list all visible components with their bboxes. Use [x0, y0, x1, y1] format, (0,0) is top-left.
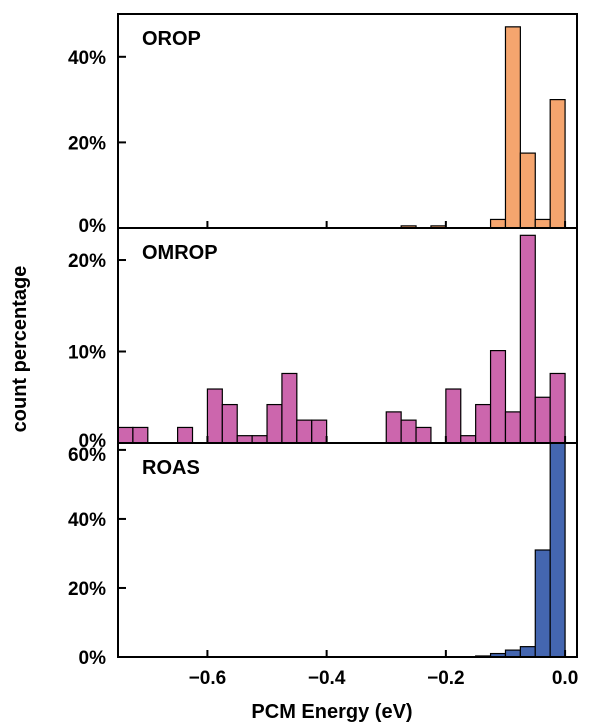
roas-y-tick-label: 20% [68, 579, 106, 600]
orop-y-tick-label: 0% [79, 216, 107, 237]
orop-y-tick-label: 40% [68, 48, 106, 69]
omrop-y-tick-label: 20% [68, 251, 106, 272]
omrop-y-tick-label: 10% [68, 343, 106, 364]
orop-bar [534, 218, 551, 229]
roas-bar [504, 649, 521, 658]
y-axis-title: count percentage [9, 266, 31, 433]
roas-bar [549, 442, 566, 658]
omrop-bar [534, 396, 551, 444]
omrop-panel-label: OMROP [142, 242, 218, 264]
roas-panel: 0% 20% 40% 60% ROAS [68, 442, 578, 669]
omrop-bar [296, 419, 313, 444]
omrop-bar [132, 426, 149, 444]
x-axis-title: PCM Energy (eV) [251, 701, 412, 723]
roas-bar [519, 646, 536, 658]
x-tick-label: −0.4 [308, 668, 346, 689]
omrop-bar [445, 388, 462, 444]
orop-bar [519, 152, 536, 229]
omrop-panel: 0% 10% 20% OMROP [68, 227, 578, 452]
omrop-bar [311, 419, 328, 444]
x-tick-label: −0.6 [189, 668, 227, 689]
roas-y-tick-label: 0% [79, 648, 107, 669]
omrop-bar [251, 435, 268, 444]
orop-y-tick-label: 20% [68, 133, 106, 154]
omrop-bar [519, 234, 536, 444]
orop-panel-label: OROP [142, 28, 201, 50]
orop-bar [549, 98, 566, 229]
x-tick-label: −0.2 [427, 668, 465, 689]
omrop-bar [489, 350, 507, 444]
omrop-bar [549, 372, 566, 444]
omrop-bar [281, 372, 298, 444]
orop-bar [504, 26, 521, 229]
omrop-y-tick-label: 0% [79, 431, 107, 452]
omrop-bar [117, 426, 134, 444]
omrop-bar [415, 426, 432, 444]
omrop-bar [504, 411, 521, 444]
roas-y-tick-label: 40% [68, 510, 106, 531]
roas-y-tick-label: 60% [68, 445, 106, 466]
roas-panel-label: ROAS [142, 457, 200, 479]
orop-bar [489, 218, 507, 229]
omrop-bar [266, 403, 283, 444]
roas-bar [534, 549, 551, 658]
omrop-bar [475, 403, 492, 444]
omrop-bar [236, 435, 253, 444]
omrop-bar [177, 426, 194, 444]
roas-frame [117, 442, 578, 658]
omrop-bar [221, 403, 238, 444]
omrop-bar [385, 411, 402, 444]
omrop-bar [400, 419, 417, 444]
x-tick-label: 0.0 [552, 668, 578, 689]
omrop-bar [206, 388, 223, 444]
omrop-bar [460, 435, 477, 444]
orop-panel: 0% 20% 40% OROP [68, 13, 578, 237]
panels-layer: 0% 20% 40% OROP 0% 10% 20% OMROP 0% 20% 40% 60% ROAS… [68, 13, 578, 689]
